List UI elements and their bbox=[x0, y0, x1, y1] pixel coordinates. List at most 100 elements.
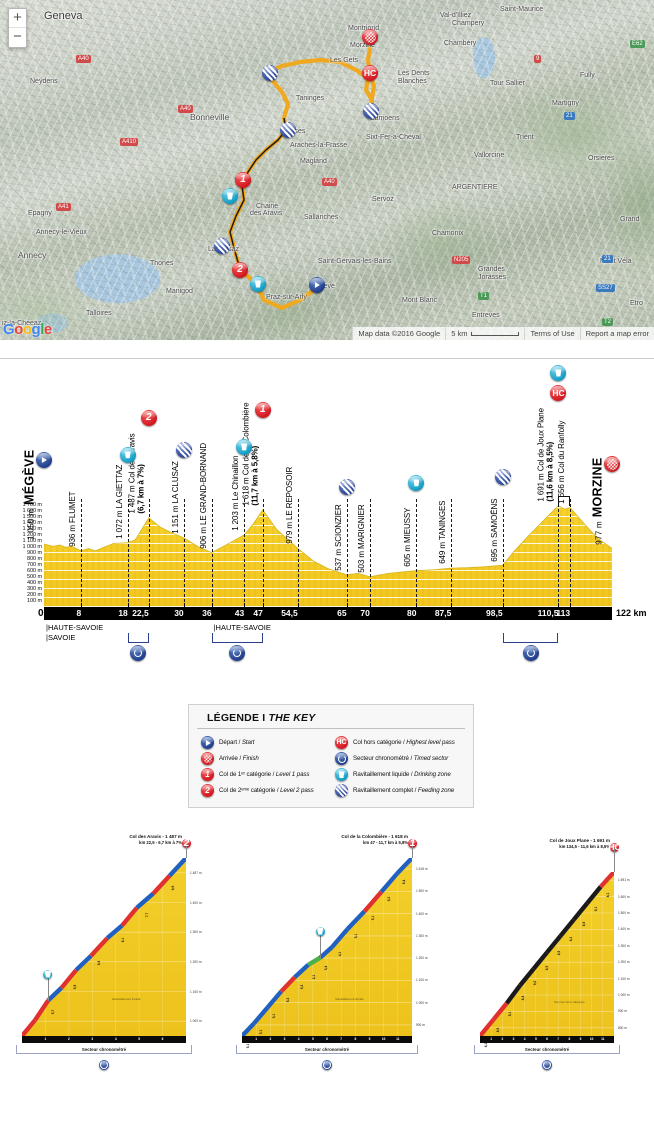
map-data-attribution: Map data ©2016 Google bbox=[352, 327, 446, 340]
map-marker-col-de-la-colombiere[interactable]: 1 bbox=[235, 172, 251, 193]
hors-categorie-climb-icon: HC bbox=[335, 736, 348, 749]
timed-sector-icon bbox=[99, 1060, 109, 1070]
distance-tick-label: 70 bbox=[360, 608, 370, 618]
climb-profile-card-3: Col de Joux Plane - 1 691 m km 134,5 - 1… bbox=[466, 832, 648, 1092]
map-marker-ravitaillement-complet-map-3[interactable] bbox=[262, 65, 278, 86]
department-label: |HAUTE-SAVOIE bbox=[213, 623, 271, 632]
climb-km-label: 4 bbox=[523, 1037, 526, 1041]
climb-km-label: 1 bbox=[490, 1037, 493, 1041]
climb-interior-note: Ravitaillement liquide bbox=[335, 996, 364, 1001]
climb-timed-sector-icon[interactable] bbox=[99, 1057, 109, 1075]
map-marker-col-des-aravis[interactable]: 2 bbox=[232, 262, 248, 283]
profile-icon-m-g-ve[interactable] bbox=[36, 452, 52, 473]
profile-icon-col-des-aravis[interactable]: 2 bbox=[140, 409, 157, 431]
map-marker-ravitaillement-complet-map-1[interactable] bbox=[214, 238, 230, 259]
checkered-flag-glyph bbox=[364, 31, 376, 43]
climb-km-label: 9 bbox=[368, 1037, 371, 1041]
profile-icon-mieussy[interactable] bbox=[408, 474, 425, 496]
distance-tick bbox=[558, 603, 560, 607]
zoom-in-button[interactable]: + bbox=[9, 9, 26, 28]
climb-elevation-tick-label: 1 691 m bbox=[618, 878, 630, 883]
profile-icon-joux-plane-drinking-zone[interactable] bbox=[550, 365, 567, 386]
climb-elevation-tick-label: 1 200 m bbox=[618, 960, 630, 965]
climb-marker-stem bbox=[320, 931, 322, 958]
stopwatch-glyph bbox=[233, 649, 242, 657]
map-marker-arrivee-morzine[interactable] bbox=[362, 29, 378, 50]
map-marker-ravitaillement-liquide-map-2[interactable] bbox=[222, 188, 238, 209]
profile-gridline bbox=[558, 499, 560, 607]
timed-sector-marker[interactable] bbox=[130, 645, 147, 666]
timed-sector-bracket bbox=[211, 633, 263, 643]
legend-item-label: Col hors catégorie / Highest level pass bbox=[353, 739, 455, 746]
distance-tick-label: 22,5 bbox=[132, 608, 149, 618]
map-marker-ravitaillement-complet-map-2[interactable] bbox=[280, 122, 296, 143]
timed-sector-marker[interactable] bbox=[522, 645, 539, 666]
climb-km-label: 7 bbox=[340, 1037, 343, 1041]
profile-icon-la-giettaz[interactable] bbox=[119, 446, 136, 468]
terms-of-use-link[interactable]: Terms of Use bbox=[524, 327, 580, 340]
drinking-zone-icon bbox=[250, 276, 266, 292]
report-map-error-link[interactable]: Report a map error bbox=[579, 327, 654, 340]
profile-icon-col-de-la-colombi-re[interactable]: 1 bbox=[254, 401, 271, 423]
climb-elevation-tick-label: 1 100 m bbox=[190, 989, 202, 994]
climb-summit-icon[interactable]: 1 bbox=[408, 835, 417, 848]
distance-tick-label: 8 bbox=[76, 608, 82, 618]
map-marker-ravitaillement-complet-map-4[interactable] bbox=[363, 103, 379, 124]
distance-tick bbox=[502, 603, 504, 607]
zoom-out-button[interactable]: − bbox=[13, 28, 22, 45]
profile-icon-scionzier[interactable] bbox=[338, 478, 355, 500]
legend-item-label: Ravitaillement complet / Feeding zone bbox=[353, 787, 455, 794]
map-marker-ravitaillement-liquide-map-1[interactable] bbox=[250, 276, 266, 297]
climb-km-label: 4 bbox=[114, 1037, 117, 1041]
map-marker-col-de-joux-plane[interactable]: HC bbox=[362, 65, 378, 86]
feeding-zone-icon bbox=[262, 65, 278, 81]
department-label: |SAVOIE bbox=[46, 633, 76, 642]
climb-km-label: 10 bbox=[381, 1037, 386, 1041]
distance-tick bbox=[127, 603, 129, 607]
timed-sector-bracket bbox=[502, 633, 559, 643]
level-2-glyph: 2 bbox=[145, 411, 152, 423]
road-shield: E62 bbox=[630, 40, 645, 48]
climb-timed-sector-icon[interactable] bbox=[322, 1057, 332, 1075]
map-marker-départ-megeve[interactable] bbox=[309, 277, 325, 298]
legend-item-label: Secteur chronométré / Timed sector bbox=[353, 755, 449, 762]
climb-drinking-zone-marker[interactable] bbox=[43, 966, 53, 984]
climb-gradient-label: 3,4 bbox=[324, 966, 329, 971]
route-map[interactable]: Geneva Neydens Bonneville Epagny Annecy-le-V… bbox=[0, 0, 654, 340]
feeding-zone-icon bbox=[363, 103, 379, 119]
map-zoom-controls[interactable]: + − bbox=[8, 8, 27, 48]
profile-icon-la-clusaz[interactable] bbox=[175, 441, 192, 463]
climb-silhouette bbox=[480, 872, 614, 1036]
climb-km-label: 1 bbox=[255, 1037, 258, 1041]
distance-tick-label: 87,5 bbox=[434, 608, 452, 618]
profile-label-mieussy: 605 m MIEUSSY bbox=[403, 507, 413, 567]
climb-gradient-label: 5,1 bbox=[353, 934, 358, 939]
profile-icon-morzine[interactable] bbox=[604, 456, 620, 477]
climb-summit-icon[interactable]: 2 bbox=[182, 835, 191, 848]
distance-tick bbox=[369, 603, 371, 607]
climb-distance-axis: 1 2 3 4 5 6 7 8 9 10 11 bbox=[242, 1036, 412, 1043]
distance-tick-label: 36 bbox=[202, 608, 212, 618]
climb-timed-sector-icon[interactable] bbox=[542, 1057, 552, 1075]
distance-tick bbox=[346, 603, 348, 607]
profile-icon-le-chinaillon[interactable] bbox=[236, 438, 253, 460]
feeding-zone-icon bbox=[335, 784, 348, 797]
climb-summit-stem bbox=[614, 848, 615, 872]
distance-tick bbox=[262, 603, 264, 607]
climb-summit-icon[interactable]: HC bbox=[608, 839, 621, 852]
cup-glyph bbox=[44, 970, 51, 978]
profile-label-samo-ns: 695 m SAMOËNS bbox=[489, 498, 499, 562]
distance-tick-label: 110,5 bbox=[537, 608, 559, 618]
musette-glyph bbox=[494, 469, 511, 486]
drinking-zone-icon bbox=[335, 768, 348, 781]
profile-icon-col-de-joux-plane[interactable]: HC bbox=[550, 385, 567, 406]
legend-title-en: THE KEY bbox=[268, 712, 316, 724]
profile-icon-samo-ns[interactable] bbox=[494, 469, 511, 490]
start-icon bbox=[309, 277, 325, 293]
climb-drinking-zone-marker[interactable] bbox=[315, 923, 325, 941]
profile-gridline bbox=[262, 499, 264, 607]
checkered-flag-glyph bbox=[203, 754, 212, 763]
profile-label-m-g-ve: 1 050 m MÉGÈVE bbox=[22, 449, 37, 540]
profile-gridlines bbox=[44, 499, 612, 607]
timed-sector-marker[interactable] bbox=[229, 645, 246, 666]
